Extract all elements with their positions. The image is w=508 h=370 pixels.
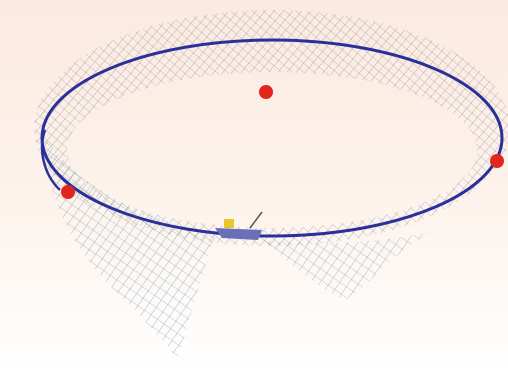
purse-seine-render bbox=[0, 0, 508, 370]
buoy bbox=[61, 185, 75, 199]
buoy bbox=[490, 154, 504, 168]
body bbox=[0, 0, 508, 370]
page: {} html, body { margin: 0; padding: 0; w… bbox=[0, 0, 508, 370]
buoy bbox=[259, 85, 273, 99]
